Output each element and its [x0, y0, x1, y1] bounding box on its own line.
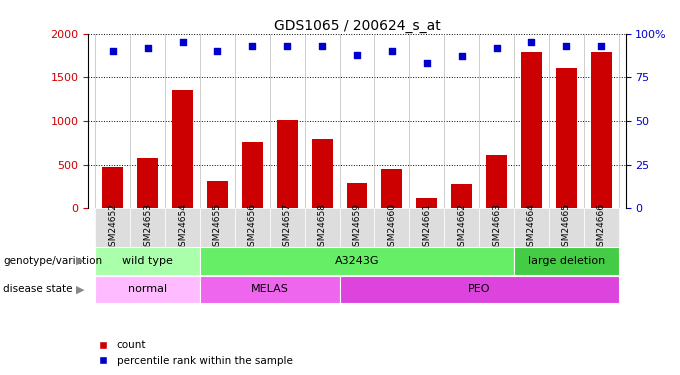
Legend: count, percentile rank within the sample: count, percentile rank within the sample: [94, 336, 296, 370]
Point: [491, 45, 502, 51]
Bar: [583, 209, 619, 247]
Point: [247, 43, 258, 49]
Text: GSM24653: GSM24653: [143, 203, 152, 252]
Text: GSM24664: GSM24664: [527, 203, 536, 252]
Bar: [165, 209, 200, 247]
Text: PEO: PEO: [468, 285, 490, 294]
Bar: [242, 142, 262, 208]
Bar: [305, 209, 339, 247]
Point: [352, 52, 362, 58]
Point: [282, 43, 292, 49]
Text: A3243G: A3243G: [335, 256, 379, 266]
Point: [386, 48, 397, 54]
Text: large deletion: large deletion: [528, 256, 605, 266]
Text: GSM24657: GSM24657: [283, 203, 292, 252]
Point: [456, 54, 467, 60]
Bar: [479, 209, 514, 247]
Text: GSM24663: GSM24663: [492, 203, 501, 252]
Bar: [514, 247, 619, 274]
Point: [596, 43, 607, 49]
Text: GSM24655: GSM24655: [213, 203, 222, 252]
Text: wild type: wild type: [122, 256, 173, 266]
Text: GSM24661: GSM24661: [422, 203, 431, 252]
Bar: [339, 276, 619, 303]
Text: GSM24658: GSM24658: [318, 203, 326, 252]
Point: [107, 48, 118, 54]
Text: normal: normal: [128, 285, 167, 294]
Bar: [95, 209, 131, 247]
Point: [317, 43, 328, 49]
Bar: [207, 182, 228, 209]
Bar: [339, 209, 375, 247]
Text: GSM24654: GSM24654: [178, 203, 187, 252]
Bar: [200, 209, 235, 247]
Bar: [549, 209, 583, 247]
Point: [142, 45, 153, 51]
Text: GSM24665: GSM24665: [562, 203, 571, 252]
Bar: [416, 198, 437, 208]
Text: ▶: ▶: [76, 285, 84, 294]
Text: GSM24662: GSM24662: [457, 203, 466, 252]
Title: GDS1065 / 200624_s_at: GDS1065 / 200624_s_at: [273, 19, 441, 33]
Point: [561, 43, 572, 49]
Bar: [514, 209, 549, 247]
Text: GSM24660: GSM24660: [388, 203, 396, 252]
Text: disease state: disease state: [3, 285, 73, 294]
Text: GSM24652: GSM24652: [108, 203, 118, 252]
Bar: [131, 209, 165, 247]
Text: ▶: ▶: [76, 256, 84, 266]
Bar: [409, 209, 444, 247]
Bar: [444, 209, 479, 247]
Text: GSM24666: GSM24666: [596, 203, 606, 252]
Bar: [486, 155, 507, 209]
Bar: [95, 276, 200, 303]
Bar: [347, 183, 367, 209]
Bar: [452, 184, 472, 209]
Bar: [200, 247, 514, 274]
Bar: [381, 169, 403, 208]
Point: [422, 60, 432, 66]
Text: GSM24656: GSM24656: [248, 203, 257, 252]
Bar: [103, 167, 123, 208]
Bar: [591, 52, 611, 208]
Bar: [375, 209, 409, 247]
Bar: [521, 52, 542, 208]
Bar: [200, 276, 339, 303]
Bar: [311, 140, 333, 208]
Bar: [137, 158, 158, 209]
Bar: [95, 247, 200, 274]
Text: genotype/variation: genotype/variation: [3, 256, 103, 266]
Bar: [556, 68, 577, 209]
Point: [212, 48, 223, 54]
Text: MELAS: MELAS: [251, 285, 289, 294]
Point: [526, 39, 537, 45]
Text: GSM24659: GSM24659: [352, 203, 362, 252]
Bar: [235, 209, 270, 247]
Bar: [270, 209, 305, 247]
Point: [177, 39, 188, 45]
Bar: [277, 120, 298, 208]
Bar: [172, 90, 193, 209]
